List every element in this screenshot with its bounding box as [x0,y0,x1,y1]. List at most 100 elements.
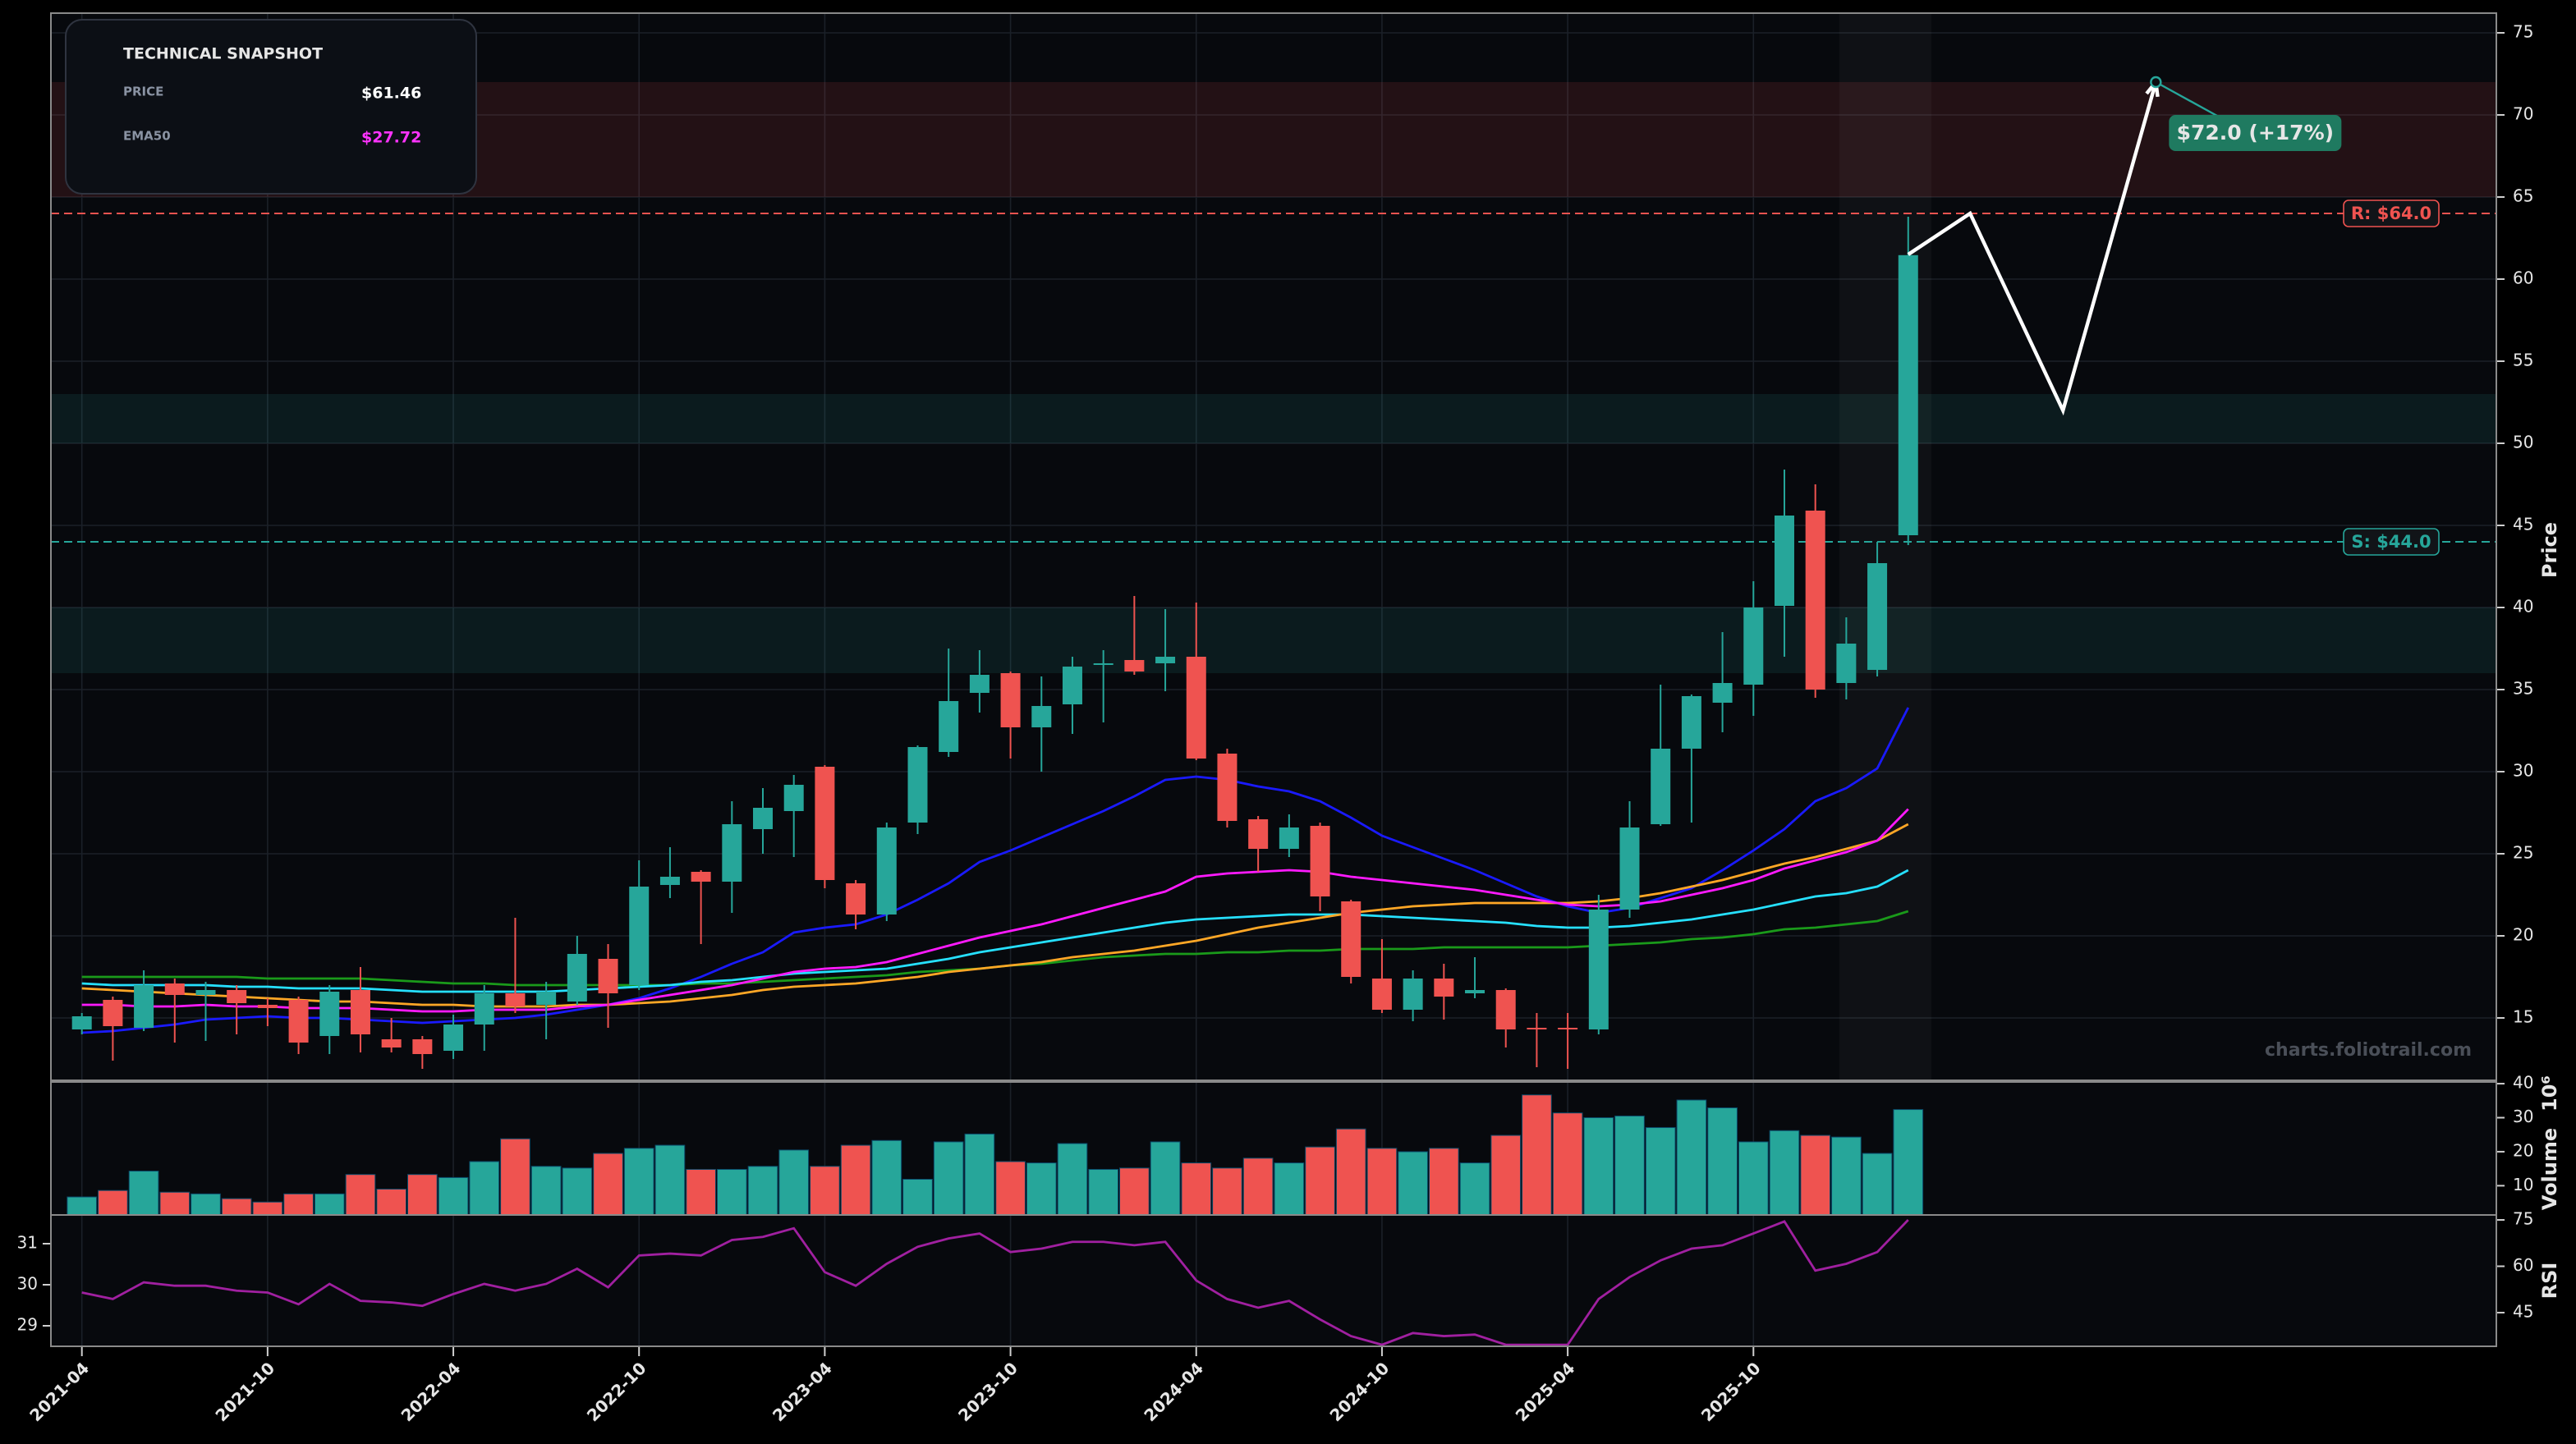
candle-body [783,785,804,811]
snapshot-value: $61.46 [361,85,421,103]
volume-bar [252,1201,283,1216]
ema-line [81,823,1909,1008]
y-tick-label: 75 [2513,22,2533,42]
volume-bar [1645,1127,1676,1216]
snapshot-label: PRICE [123,85,163,99]
candle-body [1558,1028,1578,1029]
volume-bar [128,1171,159,1216]
volume-bar [1181,1162,1212,1216]
y-tick-label: 45 [2513,1301,2533,1321]
candle-body [1619,827,1640,910]
candle-body [1031,706,1052,727]
candle-body [629,887,650,985]
layer: 2021-04 2021-10 2022-04 2022-10 2023-04 2023-… [17,12,2561,1425]
plot-area [51,13,2496,1346]
volume-bar [1583,1117,1614,1216]
candle-body [1279,827,1299,849]
candle-body [350,990,370,1034]
volume-bar [191,1193,221,1216]
candle-body [939,701,959,752]
volume-bar [1088,1168,1119,1216]
snapshot-label: EMA50 [123,129,171,144]
volume-bar [1026,1162,1057,1216]
candle-body [1217,754,1237,821]
volume-bar [810,1166,840,1216]
volume-bar [1552,1112,1583,1216]
candle-body [1712,683,1733,703]
level-label: S: $44.0 [2351,532,2431,552]
volume-bar [1738,1141,1769,1216]
volume-bar [530,1166,562,1216]
zone [51,607,2496,673]
candle-body [71,1016,92,1029]
watermark: charts.foliotrail.com [2265,1040,2472,1061]
candle-body [1495,990,1516,1029]
volume-bar [67,1196,98,1216]
candle-body [1341,901,1361,977]
highlight-band [1839,13,1931,1080]
target-leader [2155,80,2222,120]
y-tick-label: 40 [2513,597,2533,617]
candle-body [691,872,711,882]
snapshot-box [65,19,477,195]
y-tick-label: 55 [2513,351,2533,370]
y-tick-label: 30 [2513,1107,2533,1126]
candle-body [753,808,774,829]
candle-body [164,983,185,995]
candle-body [1155,657,1176,663]
volume-bar [716,1168,747,1216]
volume-bar [593,1153,623,1216]
volume-bar [747,1166,778,1216]
volume-bar [1274,1162,1305,1216]
snapshot-value: $27.72 [361,129,421,147]
volume-bar [933,1141,964,1216]
snapshot-panel: TECHNICAL SNAPSHOT PRICE $61.46 EMA50 $2… [65,19,477,195]
y2-tick-label: 29 [17,1315,38,1335]
volume-bar [1366,1148,1398,1216]
y-tick-label: 60 [2513,1255,2533,1275]
candle-body [659,877,680,885]
y2-tick-label: 30 [17,1274,38,1294]
level-label: R: $64.0 [2351,204,2431,223]
volume-bar [686,1168,716,1216]
volume-bar [469,1161,500,1216]
candle-body [1743,607,1764,685]
volume-bar [98,1190,128,1216]
volume-bar [1490,1135,1522,1216]
volume-bar [1769,1130,1800,1216]
candle-body [505,993,526,1006]
target-label-box [2169,115,2342,151]
candle-body [846,883,866,915]
candle-body [1124,660,1145,672]
volume-bar [1893,1109,1924,1216]
candle-body [536,992,557,1005]
candle-body [1062,667,1082,704]
volume-bar [1335,1128,1366,1216]
y-tick-label: 20 [2513,925,2533,945]
y-tick-label: 20 [2513,1140,2533,1160]
volume-bar [964,1133,995,1216]
target-label: $72.0 (+17%) [2177,121,2334,144]
y-tick-label: 25 [2513,843,2533,863]
volume-bar [1707,1107,1738,1216]
candle-body [381,1039,402,1047]
axis-label: Volume [2538,1128,2561,1210]
y2-tick-label: 31 [17,1233,38,1253]
candle-body [1371,979,1392,1010]
volume-bar [902,1178,933,1216]
volume-bar [1305,1146,1335,1216]
volume-bar [1057,1143,1088,1216]
volume-bar [159,1191,191,1216]
candle-body [722,824,742,882]
candle-body [412,1039,433,1054]
y-tick-label: 40 [2513,1073,2533,1093]
y-tick-label: 75 [2513,1209,2533,1229]
volume-bar [345,1174,376,1216]
candle-body [319,992,340,1036]
volume-bar [1119,1167,1150,1216]
volume-bar [407,1174,438,1216]
volume-bar [314,1193,345,1216]
candle-body [1000,673,1021,727]
candle-body [227,990,247,1003]
